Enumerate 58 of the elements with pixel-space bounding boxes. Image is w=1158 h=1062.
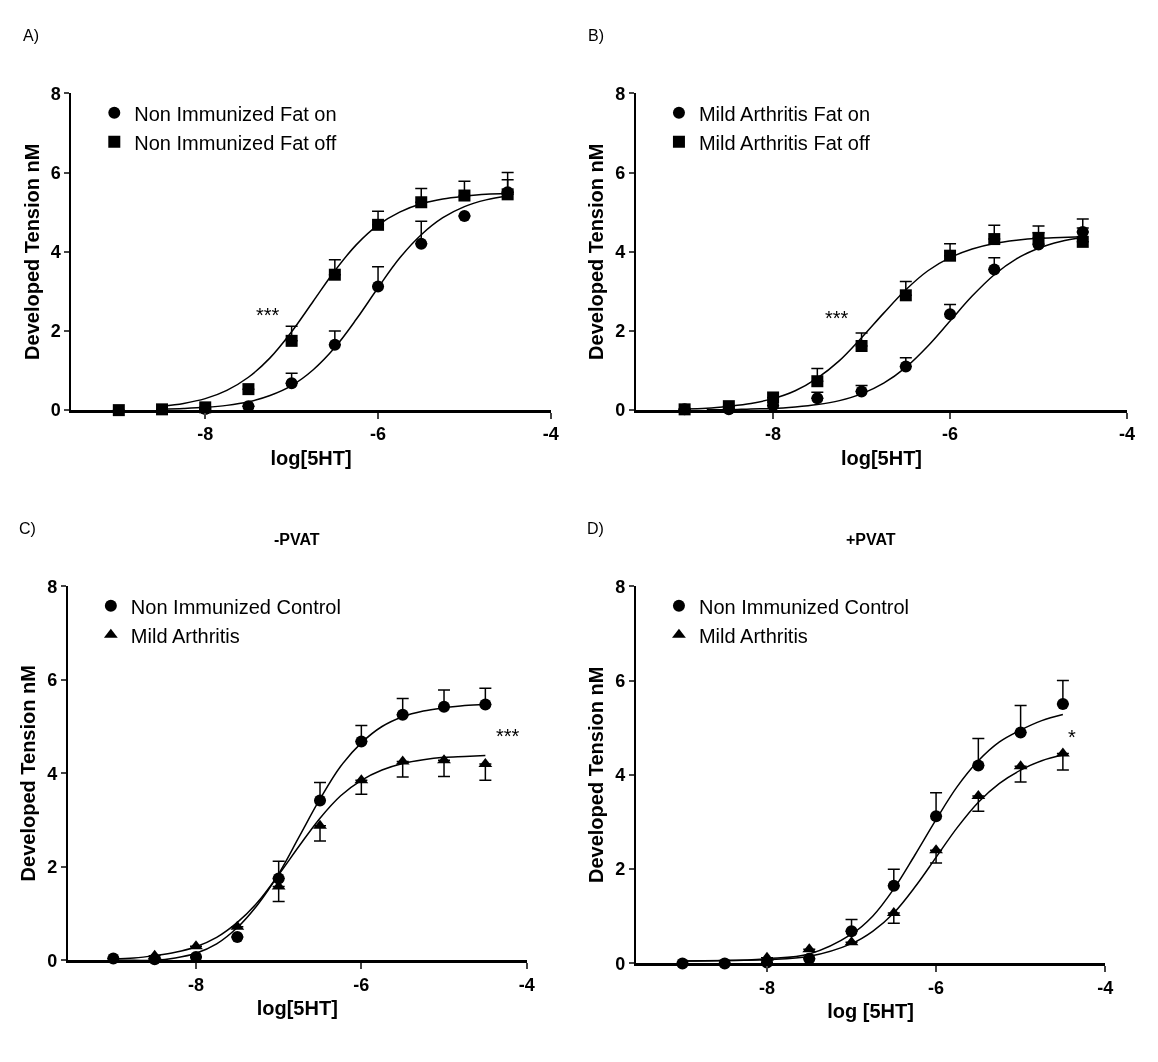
y-tick-label: 6 (50, 162, 61, 183)
x-tick-label: -6 (928, 977, 945, 998)
x-axis-title: log [5HT] (827, 1000, 914, 1023)
y-tick-label: 6 (47, 670, 58, 691)
text: C) (19, 520, 36, 537)
y-tick-label: 4 (615, 765, 626, 786)
y-tick-label: 0 (50, 400, 61, 421)
chart-title: -PVAT (274, 531, 320, 548)
x-tick-label: -4 (542, 424, 559, 445)
text: D) (587, 520, 604, 537)
y-tick-label: 4 (47, 763, 58, 784)
y-tick-label: 0 (47, 950, 58, 971)
annotation: * (1068, 726, 1076, 748)
y-tick-label: 2 (615, 321, 626, 342)
y-tick-label: 0 (615, 953, 626, 974)
y-axis-title: Developed Tension nM (20, 143, 43, 360)
y-tick-label: 8 (615, 576, 626, 597)
x-axis-title: log[5HT] (270, 446, 352, 469)
legend-label: Non Immunized Control (130, 595, 341, 618)
y-tick-label: 4 (615, 242, 626, 263)
y-axis-title: Developed Tension nM (585, 143, 608, 360)
x-tick-label: -6 (942, 424, 959, 445)
legend-label: Non Immunized Control (698, 595, 910, 618)
chart-title: +PVAT (846, 531, 896, 548)
y-tick-label: 2 (50, 321, 61, 342)
y-axis-title: Developed Tension nM (585, 666, 608, 883)
annotation: *** (256, 304, 280, 326)
x-axis-title: log[5HT] (256, 997, 338, 1020)
legend-label: Mild Arthritis Fat off (698, 131, 871, 154)
y-tick-label: 0 (615, 400, 626, 421)
legend-label: Mild Arthritis (698, 624, 808, 647)
x-tick-label: -8 (758, 977, 775, 998)
x-axis-title: log[5HT] (840, 446, 923, 469)
x-tick-label: -6 (353, 974, 370, 995)
legend-label: Mild Arthritis Fat on (698, 102, 871, 125)
x-tick-label: -4 (1118, 424, 1136, 445)
y-tick-label: 2 (47, 857, 58, 878)
x-tick-label: -8 (765, 424, 782, 445)
y-tick-label: 2 (615, 859, 626, 880)
y-tick-label: 6 (615, 162, 626, 183)
x-tick-label: -4 (518, 974, 535, 995)
y-tick-label: 8 (615, 83, 626, 104)
y-tick-label: 8 (50, 83, 61, 104)
x-tick-label: -6 (370, 424, 387, 445)
y-tick-label: 8 (47, 576, 58, 597)
text: B) (588, 27, 604, 44)
annotation: *** (496, 725, 520, 747)
annotation: *** (825, 307, 849, 329)
y-tick-label: 6 (615, 670, 626, 691)
legend-label: Non Immunized Fat on (134, 102, 337, 125)
x-tick-label: -4 (1097, 977, 1114, 998)
y-tick-label: 4 (50, 242, 61, 263)
legend-label: Non Immunized Fat off (134, 131, 337, 154)
x-tick-label: -8 (197, 424, 214, 445)
legend-label: Mild Arthritis (130, 624, 240, 647)
text: A) (23, 27, 39, 44)
y-axis-title: Developed Tension nM (17, 665, 40, 882)
x-tick-label: -8 (187, 974, 205, 995)
